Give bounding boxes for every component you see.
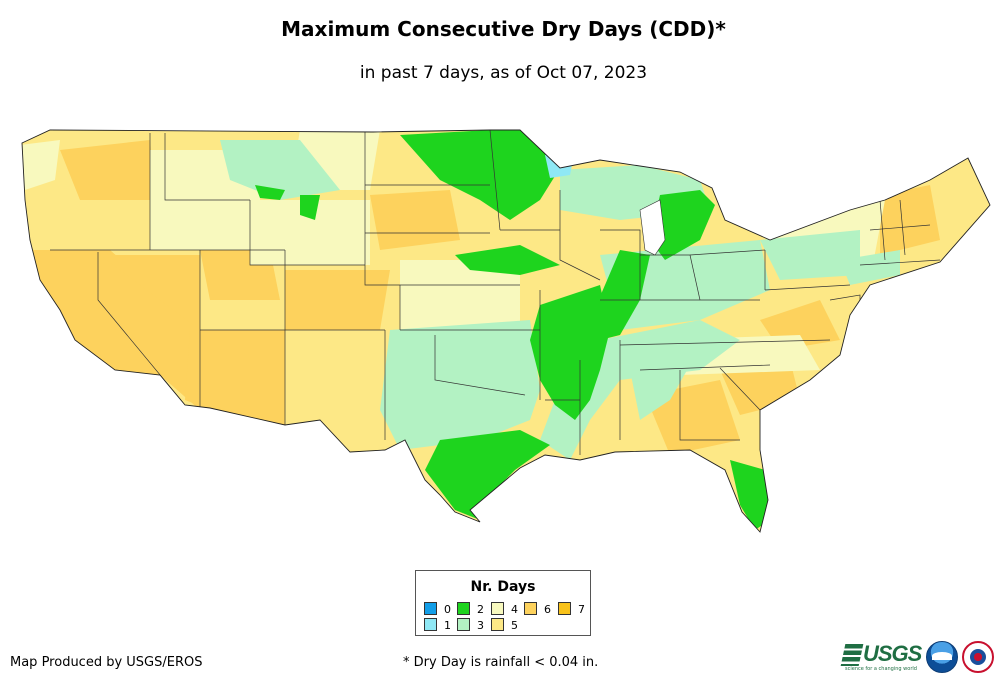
us-outline <box>21 129 991 533</box>
legend-label-5: 5 <box>511 619 518 632</box>
legend-item-1: 1 <box>424 618 451 632</box>
legend-item-4: 4 <box>491 602 518 616</box>
state-borders <box>50 130 941 455</box>
legend-item-5: 5 <box>491 618 518 632</box>
nws-logo <box>962 641 994 673</box>
legend-swatch-4 <box>491 602 504 615</box>
legend-item-0: 0 <box>424 602 451 616</box>
legend-label-7: 7 <box>578 603 585 616</box>
legend-label-4: 4 <box>511 603 518 616</box>
legend-swatch-0 <box>424 602 437 615</box>
map-credit: Map Produced by USGS/EROS <box>10 655 203 670</box>
usgs-tagline: science for a changing world <box>845 666 917 672</box>
legend-swatch-7 <box>558 602 571 615</box>
usgs-logo-text: USGS <box>863 641 922 666</box>
dry-day-footnote: * Dry Day is rainfall < 0.04 in. <box>403 655 599 670</box>
legend-item-6: 6 <box>524 602 551 616</box>
legend-label-3: 3 <box>477 619 484 632</box>
legend-item-2: 2 <box>457 602 484 616</box>
legend-title: Nr. Days <box>470 579 536 595</box>
zone-2-days <box>255 130 770 530</box>
legend-label-2: 2 <box>477 603 484 616</box>
legend-swatch-6 <box>524 602 537 615</box>
zone-6-days <box>30 140 940 455</box>
map-subtitle: in past 7 days, as of Oct 07, 2023 <box>359 63 648 83</box>
legend-swatch-3 <box>457 618 470 631</box>
legend-swatch-2 <box>457 602 470 615</box>
map-title: Maximum Consecutive Dry Days (CDD)* <box>281 17 726 41</box>
noaa-bird-icon <box>932 652 952 660</box>
legend-swatch-5 <box>491 618 504 631</box>
noaa-logo <box>926 641 958 673</box>
usgs-wave-icon <box>840 644 864 666</box>
legend-item-3: 3 <box>457 618 484 632</box>
legend-swatch-1 <box>424 618 437 631</box>
lake-michigan <box>639 199 666 256</box>
legend-item-7: 7 <box>558 602 585 616</box>
usgs-logo: USGS science for a changing world <box>840 641 922 672</box>
nws-emblem-icon <box>970 649 986 665</box>
legend-label-0: 0 <box>444 603 451 616</box>
legend-label-1: 1 <box>444 619 451 632</box>
legend-label-6: 6 <box>544 603 551 616</box>
legend: Nr. Days 0 1 2 3 4 5 6 7 <box>415 570 591 636</box>
